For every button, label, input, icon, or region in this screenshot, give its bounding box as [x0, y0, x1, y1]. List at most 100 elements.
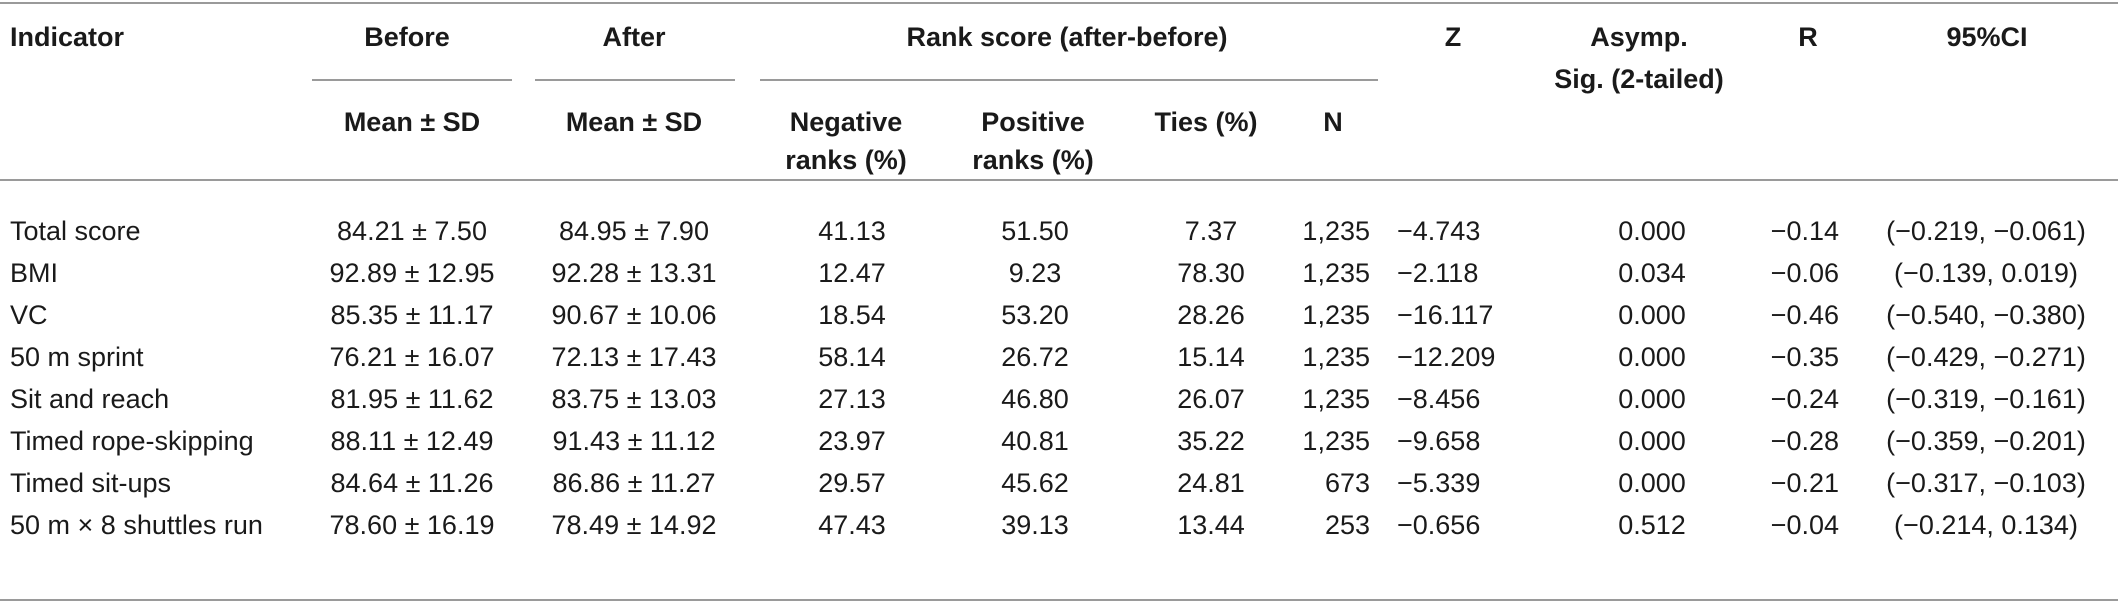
cell-z: −4.743	[1397, 216, 1481, 246]
cell-sig: 0.512	[1618, 510, 1686, 540]
cell-ties: 26.07	[1177, 384, 1245, 414]
cell-negative-ranks: 41.13	[818, 216, 886, 246]
cell-r: −0.24	[1770, 384, 1839, 414]
cell-before: 81.95 ± 11.62	[330, 384, 494, 414]
table-bottom-rule	[0, 599, 2118, 601]
header-after-mean-sd: Mean ± SD	[565, 107, 703, 137]
cell-r: −0.35	[1770, 342, 1839, 372]
header-r: R	[1798, 22, 1818, 52]
cell-ties: 13.44	[1177, 510, 1245, 540]
cell-sig: 0.000	[1618, 426, 1686, 456]
cell-indicator: BMI	[10, 258, 59, 288]
cell-r: −0.04	[1770, 510, 1839, 540]
cell-n: 1,235	[1302, 426, 1370, 456]
cell-z: −16.117	[1397, 300, 1494, 330]
cell-before: 84.21 ± 7.50	[337, 216, 487, 246]
cell-r: −0.28	[1770, 426, 1839, 456]
cell-after: 83.75 ± 13.03	[551, 384, 717, 414]
header-before-mean-sd: Mean ± SD	[343, 107, 481, 137]
cell-negative-ranks: 29.57	[818, 468, 886, 498]
header-indicator: Indicator	[10, 22, 125, 52]
header-rank-score: Rank score (after-before)	[906, 22, 1228, 52]
header-ci: 95%CI	[1946, 22, 2028, 52]
cell-negative-ranks: 23.97	[818, 426, 886, 456]
cell-ci: (−0.359, −0.201)	[1886, 426, 2086, 456]
header-after: After	[602, 22, 666, 52]
cell-positive-ranks: 9.23	[1008, 258, 1062, 288]
cell-z: −8.456	[1397, 384, 1481, 414]
header-ties: Ties (%)	[1154, 107, 1258, 137]
cell-ties: 15.14	[1177, 342, 1245, 372]
cell-negative-ranks: 12.47	[818, 258, 886, 288]
cell-before: 92.89 ± 12.95	[329, 258, 495, 288]
header-z: Z	[1444, 22, 1462, 52]
header-asymp-line2: Sig. (2-tailed)	[1554, 64, 1724, 94]
cell-n: 1,235	[1302, 342, 1370, 372]
header-before: Before	[364, 22, 450, 52]
cell-after: 92.28 ± 13.31	[551, 258, 717, 288]
cell-ci: (−0.319, −0.161)	[1886, 384, 2086, 414]
header-negative-line1: Negative	[789, 107, 903, 137]
cell-r: −0.06	[1770, 258, 1839, 288]
cell-sig: 0.000	[1618, 468, 1686, 498]
cell-ci: (−0.429, −0.271)	[1886, 342, 2086, 372]
cell-z: −0.656	[1397, 510, 1481, 540]
cell-n: 1,235	[1302, 300, 1370, 330]
cell-ci: (−0.540, −0.380)	[1886, 300, 2086, 330]
cell-sig: 0.000	[1618, 384, 1686, 414]
cell-after: 78.49 ± 14.92	[551, 510, 717, 540]
cell-positive-ranks: 45.62	[1001, 468, 1069, 498]
cell-after: 86.86 ± 11.27	[552, 468, 716, 498]
rank-score-subrule	[760, 79, 1378, 81]
before-subrule	[312, 79, 512, 81]
cell-n: 673	[1324, 468, 1370, 498]
cell-n: 253	[1324, 510, 1370, 540]
cell-sig: 0.034	[1618, 258, 1686, 288]
cell-negative-ranks: 47.43	[818, 510, 886, 540]
cell-z: −2.118	[1397, 258, 1479, 288]
cell-ties: 24.81	[1177, 468, 1245, 498]
cell-indicator: Timed rope-skipping	[10, 426, 254, 456]
cell-positive-ranks: 46.80	[1001, 384, 1069, 414]
cell-r: −0.21	[1770, 468, 1839, 498]
cell-after: 84.95 ± 7.90	[559, 216, 709, 246]
cell-sig: 0.000	[1618, 216, 1686, 246]
cell-ci: (−0.214, 0.134)	[1894, 510, 2078, 540]
cell-positive-ranks: 26.72	[1001, 342, 1069, 372]
cell-z: −9.658	[1397, 426, 1481, 456]
table-top-rule	[0, 2, 2118, 4]
cell-indicator: Sit and reach	[10, 384, 170, 414]
cell-negative-ranks: 27.13	[818, 384, 886, 414]
header-positive-line1: Positive	[981, 107, 1085, 137]
cell-before: 84.64 ± 11.26	[330, 468, 494, 498]
cell-positive-ranks: 51.50	[1001, 216, 1069, 246]
cell-z: −5.339	[1397, 468, 1481, 498]
cell-before: 76.21 ± 16.07	[329, 342, 495, 372]
header-negative-line2: ranks (%)	[785, 145, 907, 175]
header-n: N	[1323, 107, 1343, 137]
cell-sig: 0.000	[1618, 342, 1686, 372]
cell-z: −12.209	[1397, 342, 1496, 372]
cell-n: 1,235	[1302, 216, 1370, 246]
cell-positive-ranks: 39.13	[1001, 510, 1069, 540]
cell-before: 78.60 ± 16.19	[329, 510, 495, 540]
cell-indicator: 50 m sprint	[10, 342, 144, 372]
cell-ties: 28.26	[1177, 300, 1245, 330]
cell-after: 72.13 ± 17.43	[551, 342, 717, 372]
cell-negative-ranks: 18.54	[818, 300, 886, 330]
after-subrule	[535, 79, 735, 81]
cell-r: −0.14	[1770, 216, 1839, 246]
cell-indicator: VC	[10, 300, 48, 330]
cell-after: 91.43 ± 11.12	[552, 426, 716, 456]
cell-ci: (−0.139, 0.019)	[1894, 258, 2078, 288]
cell-ties: 78.30	[1177, 258, 1245, 288]
cell-before: 88.11 ± 12.49	[330, 426, 494, 456]
cell-sig: 0.000	[1618, 300, 1686, 330]
cell-indicator: Timed sit-ups	[10, 468, 172, 498]
header-bottom-rule	[0, 179, 2118, 181]
cell-ci: (−0.317, −0.103)	[1886, 468, 2086, 498]
cell-ties: 35.22	[1177, 426, 1245, 456]
cell-n: 1,235	[1302, 258, 1370, 288]
header-asymp-line1: Asymp.	[1590, 22, 1688, 52]
cell-n: 1,235	[1302, 384, 1370, 414]
